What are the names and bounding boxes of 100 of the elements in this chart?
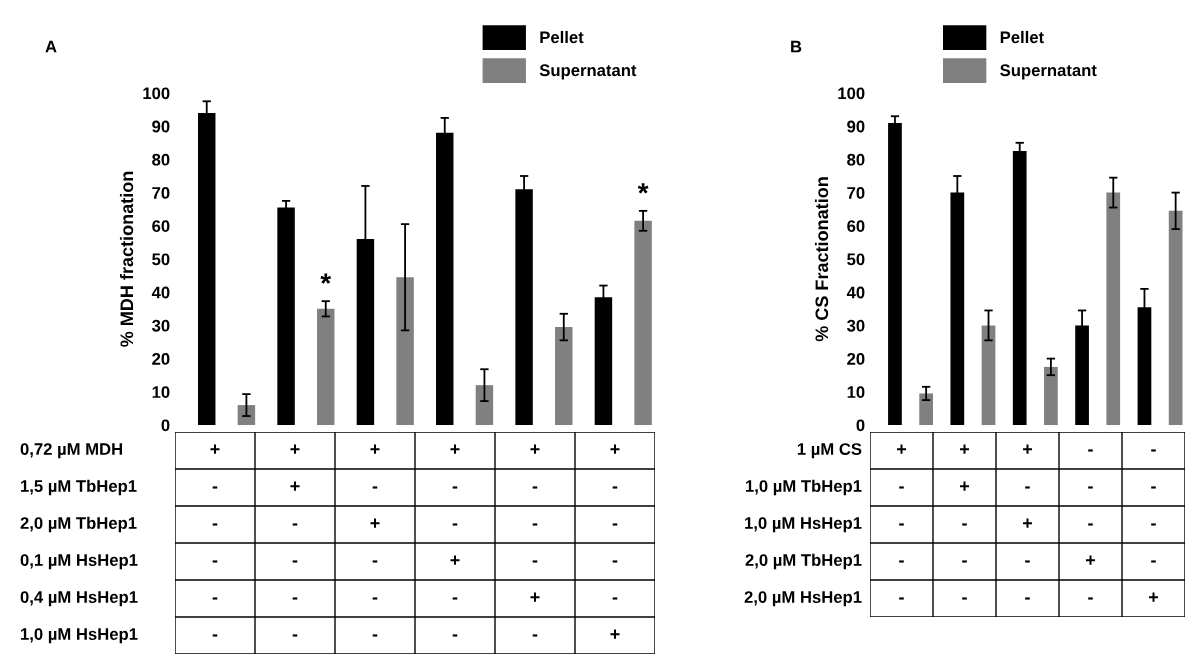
text: - bbox=[292, 634, 298, 637]
text: + bbox=[370, 444, 380, 454]
text: - bbox=[962, 523, 967, 526]
text: + bbox=[896, 444, 907, 454]
text: - bbox=[212, 523, 218, 526]
text: + bbox=[610, 629, 620, 639]
text: 1,0 µM HsHep1 bbox=[745, 517, 862, 533]
y-tick-label: 90 bbox=[847, 120, 865, 133]
bar bbox=[634, 220, 652, 425]
text: - bbox=[452, 597, 458, 600]
text: A bbox=[45, 40, 57, 53]
text: - bbox=[612, 523, 618, 526]
text: + bbox=[959, 444, 970, 454]
text: - bbox=[292, 597, 298, 600]
text: - bbox=[962, 597, 967, 600]
annotation: * bbox=[320, 273, 332, 284]
text: + bbox=[959, 481, 970, 491]
y-tick-label: 10 bbox=[152, 386, 170, 398]
y-tick-label: 20 bbox=[847, 353, 865, 365]
text: - bbox=[1088, 597, 1093, 600]
text: - bbox=[1151, 449, 1156, 452]
y-tick-label: 70 bbox=[152, 187, 170, 199]
text: - bbox=[1088, 486, 1093, 489]
text: - bbox=[1151, 523, 1156, 526]
y-tick-label: 60 bbox=[152, 220, 170, 232]
bar bbox=[317, 308, 335, 425]
text: - bbox=[372, 597, 378, 600]
text: - bbox=[532, 560, 538, 563]
legend-label: Supernatant bbox=[1000, 64, 1097, 80]
text: - bbox=[292, 560, 298, 563]
text: 2,0 µM TbHep1 bbox=[20, 516, 137, 533]
text: + bbox=[1022, 444, 1033, 454]
bar bbox=[237, 405, 256, 425]
text: + bbox=[610, 444, 620, 454]
text: - bbox=[1151, 486, 1156, 489]
y-tick-label: 60 bbox=[847, 220, 865, 232]
text: - bbox=[532, 486, 538, 489]
y-tick-label: 30 bbox=[846, 319, 865, 332]
text: - bbox=[532, 634, 538, 637]
bar bbox=[1106, 192, 1121, 425]
bar bbox=[981, 325, 996, 425]
text: - bbox=[452, 486, 458, 489]
bar bbox=[475, 385, 494, 425]
text: - bbox=[212, 634, 218, 637]
y-tick-label: 80 bbox=[152, 153, 170, 166]
text: - bbox=[1151, 560, 1156, 563]
y-tick-label: 10 bbox=[847, 386, 865, 398]
text: - bbox=[372, 560, 378, 563]
text: 2,0 µM TbHep1 bbox=[745, 553, 862, 570]
legend-label: Pellet bbox=[1000, 30, 1044, 44]
text: - bbox=[612, 486, 618, 489]
text: + bbox=[1085, 555, 1096, 565]
text: + bbox=[530, 444, 540, 454]
y-tick-label: 80 bbox=[847, 153, 865, 166]
text: - bbox=[452, 523, 458, 526]
y-tick-label: 90 bbox=[152, 120, 170, 133]
y-axis-title: % MDH fractionation bbox=[119, 171, 134, 347]
text: + bbox=[530, 592, 540, 602]
y-tick-label: 100 bbox=[143, 87, 170, 100]
text: - bbox=[372, 486, 378, 489]
text: + bbox=[450, 444, 460, 454]
text: 1 µM CS bbox=[797, 443, 862, 459]
text: + bbox=[1148, 592, 1159, 602]
y-tick-label: 50 bbox=[847, 253, 865, 266]
text: 1,5 µM TbHep1 bbox=[21, 479, 137, 496]
y-tick-label: 100 bbox=[838, 87, 865, 100]
text: 2,0 µM HsHep1 bbox=[744, 591, 862, 607]
text: - bbox=[372, 634, 378, 637]
y-tick-label: 20 bbox=[152, 353, 170, 365]
text: 0,1 µM HsHep1 bbox=[20, 554, 138, 570]
y-tick-label: 30 bbox=[151, 319, 170, 332]
y-tick-label: 0 bbox=[161, 419, 170, 432]
text: + bbox=[1022, 518, 1033, 528]
text: - bbox=[1088, 449, 1093, 452]
text: + bbox=[290, 481, 300, 491]
bar bbox=[396, 277, 414, 425]
text: - bbox=[1025, 560, 1030, 563]
text: - bbox=[532, 523, 538, 526]
y-tick-label: 70 bbox=[847, 187, 865, 199]
legend-label: Pellet bbox=[540, 30, 584, 44]
text: - bbox=[899, 486, 904, 489]
y-axis-title: % CS Fractionation bbox=[814, 177, 829, 342]
text: - bbox=[1088, 523, 1093, 526]
text: 1,0 µM TbHep1 bbox=[746, 479, 862, 496]
y-tick-label: 40 bbox=[151, 286, 170, 299]
y-tick-label: 50 bbox=[152, 253, 170, 266]
y-tick-label: 0 bbox=[856, 419, 865, 432]
text: - bbox=[212, 560, 218, 563]
text: 0,72 µM MDH bbox=[20, 443, 123, 459]
chart-title: B bbox=[791, 40, 802, 53]
bar bbox=[919, 393, 933, 425]
y-tick-label: 40 bbox=[846, 286, 865, 299]
text: - bbox=[899, 597, 904, 600]
text: + bbox=[290, 444, 300, 454]
text: - bbox=[962, 560, 967, 563]
text: + bbox=[370, 518, 380, 528]
text: - bbox=[452, 634, 458, 637]
text: + bbox=[210, 444, 220, 454]
text: 0,4 µM HsHep1 bbox=[20, 591, 138, 607]
text: - bbox=[612, 560, 618, 563]
